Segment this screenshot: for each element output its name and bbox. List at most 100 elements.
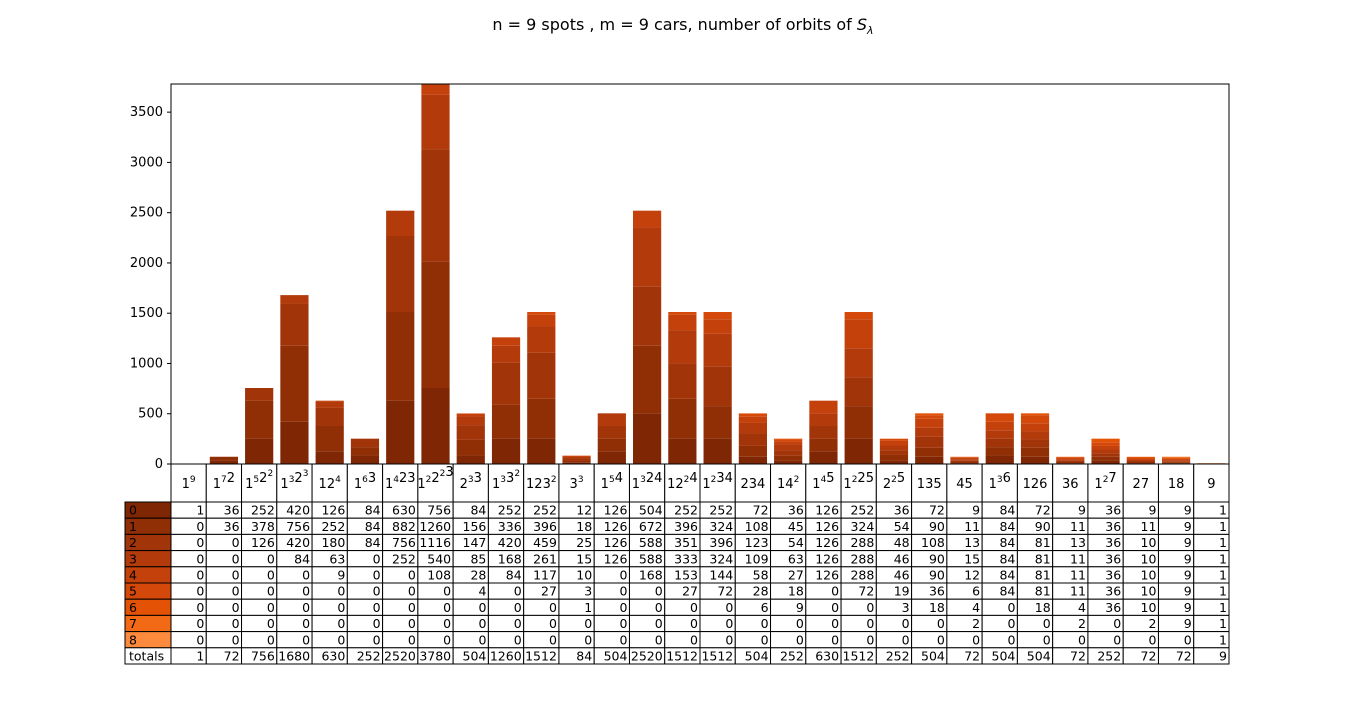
cell-value: 1 <box>1219 632 1227 647</box>
bar-segment-14-5 <box>668 312 697 315</box>
bar-segment-14-2 <box>668 363 697 399</box>
bar-segment-15-0 <box>703 438 732 464</box>
cell-value: 0 <box>302 584 310 599</box>
cell-value: 0 <box>584 632 592 647</box>
bar-segment-20-0 <box>879 460 909 464</box>
cell-value: 19 <box>894 584 910 599</box>
category-label-19: 1225 <box>843 471 874 492</box>
cell-value: 1 <box>1219 600 1227 615</box>
cell-value: 90 <box>929 519 945 534</box>
cell-value: 11 <box>1141 519 1157 534</box>
cell-value: 84 <box>999 584 1015 599</box>
cell-value: 6 <box>761 600 769 615</box>
cell-value: 81 <box>1035 551 1051 566</box>
cell-value: 252 <box>321 519 345 534</box>
cell-value: 396 <box>533 519 557 534</box>
bar-segment-16-2 <box>738 433 767 446</box>
bar-segment-11-0 <box>562 462 591 464</box>
row-label-2: 2 <box>129 535 137 550</box>
cell-value: 9 <box>337 568 345 583</box>
cell-value: 90 <box>929 551 945 566</box>
row-label-7: 7 <box>129 616 137 631</box>
cell-value: 252 <box>533 503 557 518</box>
bar-segment-25-5 <box>1056 457 1085 459</box>
cell-value: 0 <box>902 632 910 647</box>
cell-value: 252 <box>850 503 874 518</box>
cell-value: 108 <box>745 519 769 534</box>
cell-value: 126 <box>321 503 345 518</box>
chart-title-symbol: S <box>857 15 867 34</box>
bar-segment-17-2 <box>774 450 803 456</box>
cell-value: 9 <box>796 600 804 615</box>
bar-segment-22-5 <box>950 457 979 458</box>
cell-value: 0 <box>232 616 240 631</box>
cell-value: 1 <box>1219 568 1227 583</box>
cell-value: 6 <box>972 584 980 599</box>
cell-value: 0 <box>232 535 240 550</box>
cell-value: 0 <box>1113 632 1121 647</box>
bar-segment-7-3 <box>421 94 450 150</box>
category-label-1: 172 <box>213 471 235 492</box>
cell-value: 45 <box>788 519 804 534</box>
cell-value: 36 <box>1105 600 1121 615</box>
cell-value: 1 <box>1219 503 1227 518</box>
cell-value: 0 <box>443 600 451 615</box>
bar-segment-9-0 <box>491 438 521 464</box>
bar-segment-16-4 <box>738 416 767 423</box>
category-label-14: 1224 <box>667 471 698 492</box>
bar-segment-24-6 <box>1020 413 1050 416</box>
cell-value: 0 <box>337 584 345 599</box>
row-label-5: 5 <box>129 584 137 599</box>
bar-segment-22-2 <box>950 460 979 462</box>
cell-value: 153 <box>674 568 698 583</box>
cell-value: 9 <box>1184 503 1192 518</box>
bar-segment-21-3 <box>915 427 944 437</box>
bar-segment-6-3 <box>386 210 415 236</box>
cell-value: 1512 <box>843 649 875 664</box>
cell-value: 0 <box>373 551 381 566</box>
cell-value: 0 <box>478 632 486 647</box>
bar-segment-11-2 <box>562 458 591 461</box>
cell-value: 54 <box>894 519 910 534</box>
cell-value: 108 <box>921 535 945 550</box>
bar-segment-3-1 <box>280 345 309 422</box>
y-tick-label: 0 <box>155 457 163 472</box>
cell-value: 0 <box>514 584 522 599</box>
bar-segment-12-3 <box>597 413 626 426</box>
cell-value: 0 <box>196 616 204 631</box>
cell-value: 0 <box>196 535 204 550</box>
bar-segment-19-2 <box>844 377 873 407</box>
category-label-24: 126 <box>1023 477 1048 492</box>
category-label-0: 19 <box>182 475 196 492</box>
bar-segment-28-1 <box>1161 462 1191 464</box>
bar-segment-28-3 <box>1161 460 1191 462</box>
bar-segment-15-5 <box>703 312 732 320</box>
cell-value: 9 <box>1184 584 1192 599</box>
bar-segment-27-6 <box>1126 456 1155 458</box>
bar-segment-28-7 <box>1161 456 1191 458</box>
bar-segment-19-4 <box>844 319 873 349</box>
cell-value: 630 <box>321 649 345 664</box>
cell-value: 0 <box>514 632 522 647</box>
cell-value: 288 <box>850 568 874 583</box>
cell-value: 84 <box>999 568 1015 583</box>
bar-segment-23-5 <box>985 413 1014 422</box>
bar-segment-19-1 <box>844 406 873 439</box>
cell-value: 84 <box>365 519 381 534</box>
cell-value: 0 <box>232 584 240 599</box>
bar-segment-23-4 <box>985 421 1014 431</box>
cell-value: 0 <box>655 632 663 647</box>
cell-value: 351 <box>674 535 698 550</box>
cell-value: 0 <box>831 584 839 599</box>
bar-segment-4-4 <box>315 400 344 402</box>
category-header-cell <box>734 463 772 503</box>
bar-segment-15-4 <box>703 319 732 334</box>
bar-segment-4-1 <box>315 426 344 452</box>
bar-segment-21-0 <box>915 456 944 464</box>
bar-segment-18-0 <box>809 451 838 464</box>
category-label-22: 45 <box>956 477 973 492</box>
cell-value: 123 <box>745 535 769 550</box>
cell-value: 0 <box>267 551 275 566</box>
cell-value: 90 <box>929 568 945 583</box>
cell-value: 288 <box>850 551 874 566</box>
